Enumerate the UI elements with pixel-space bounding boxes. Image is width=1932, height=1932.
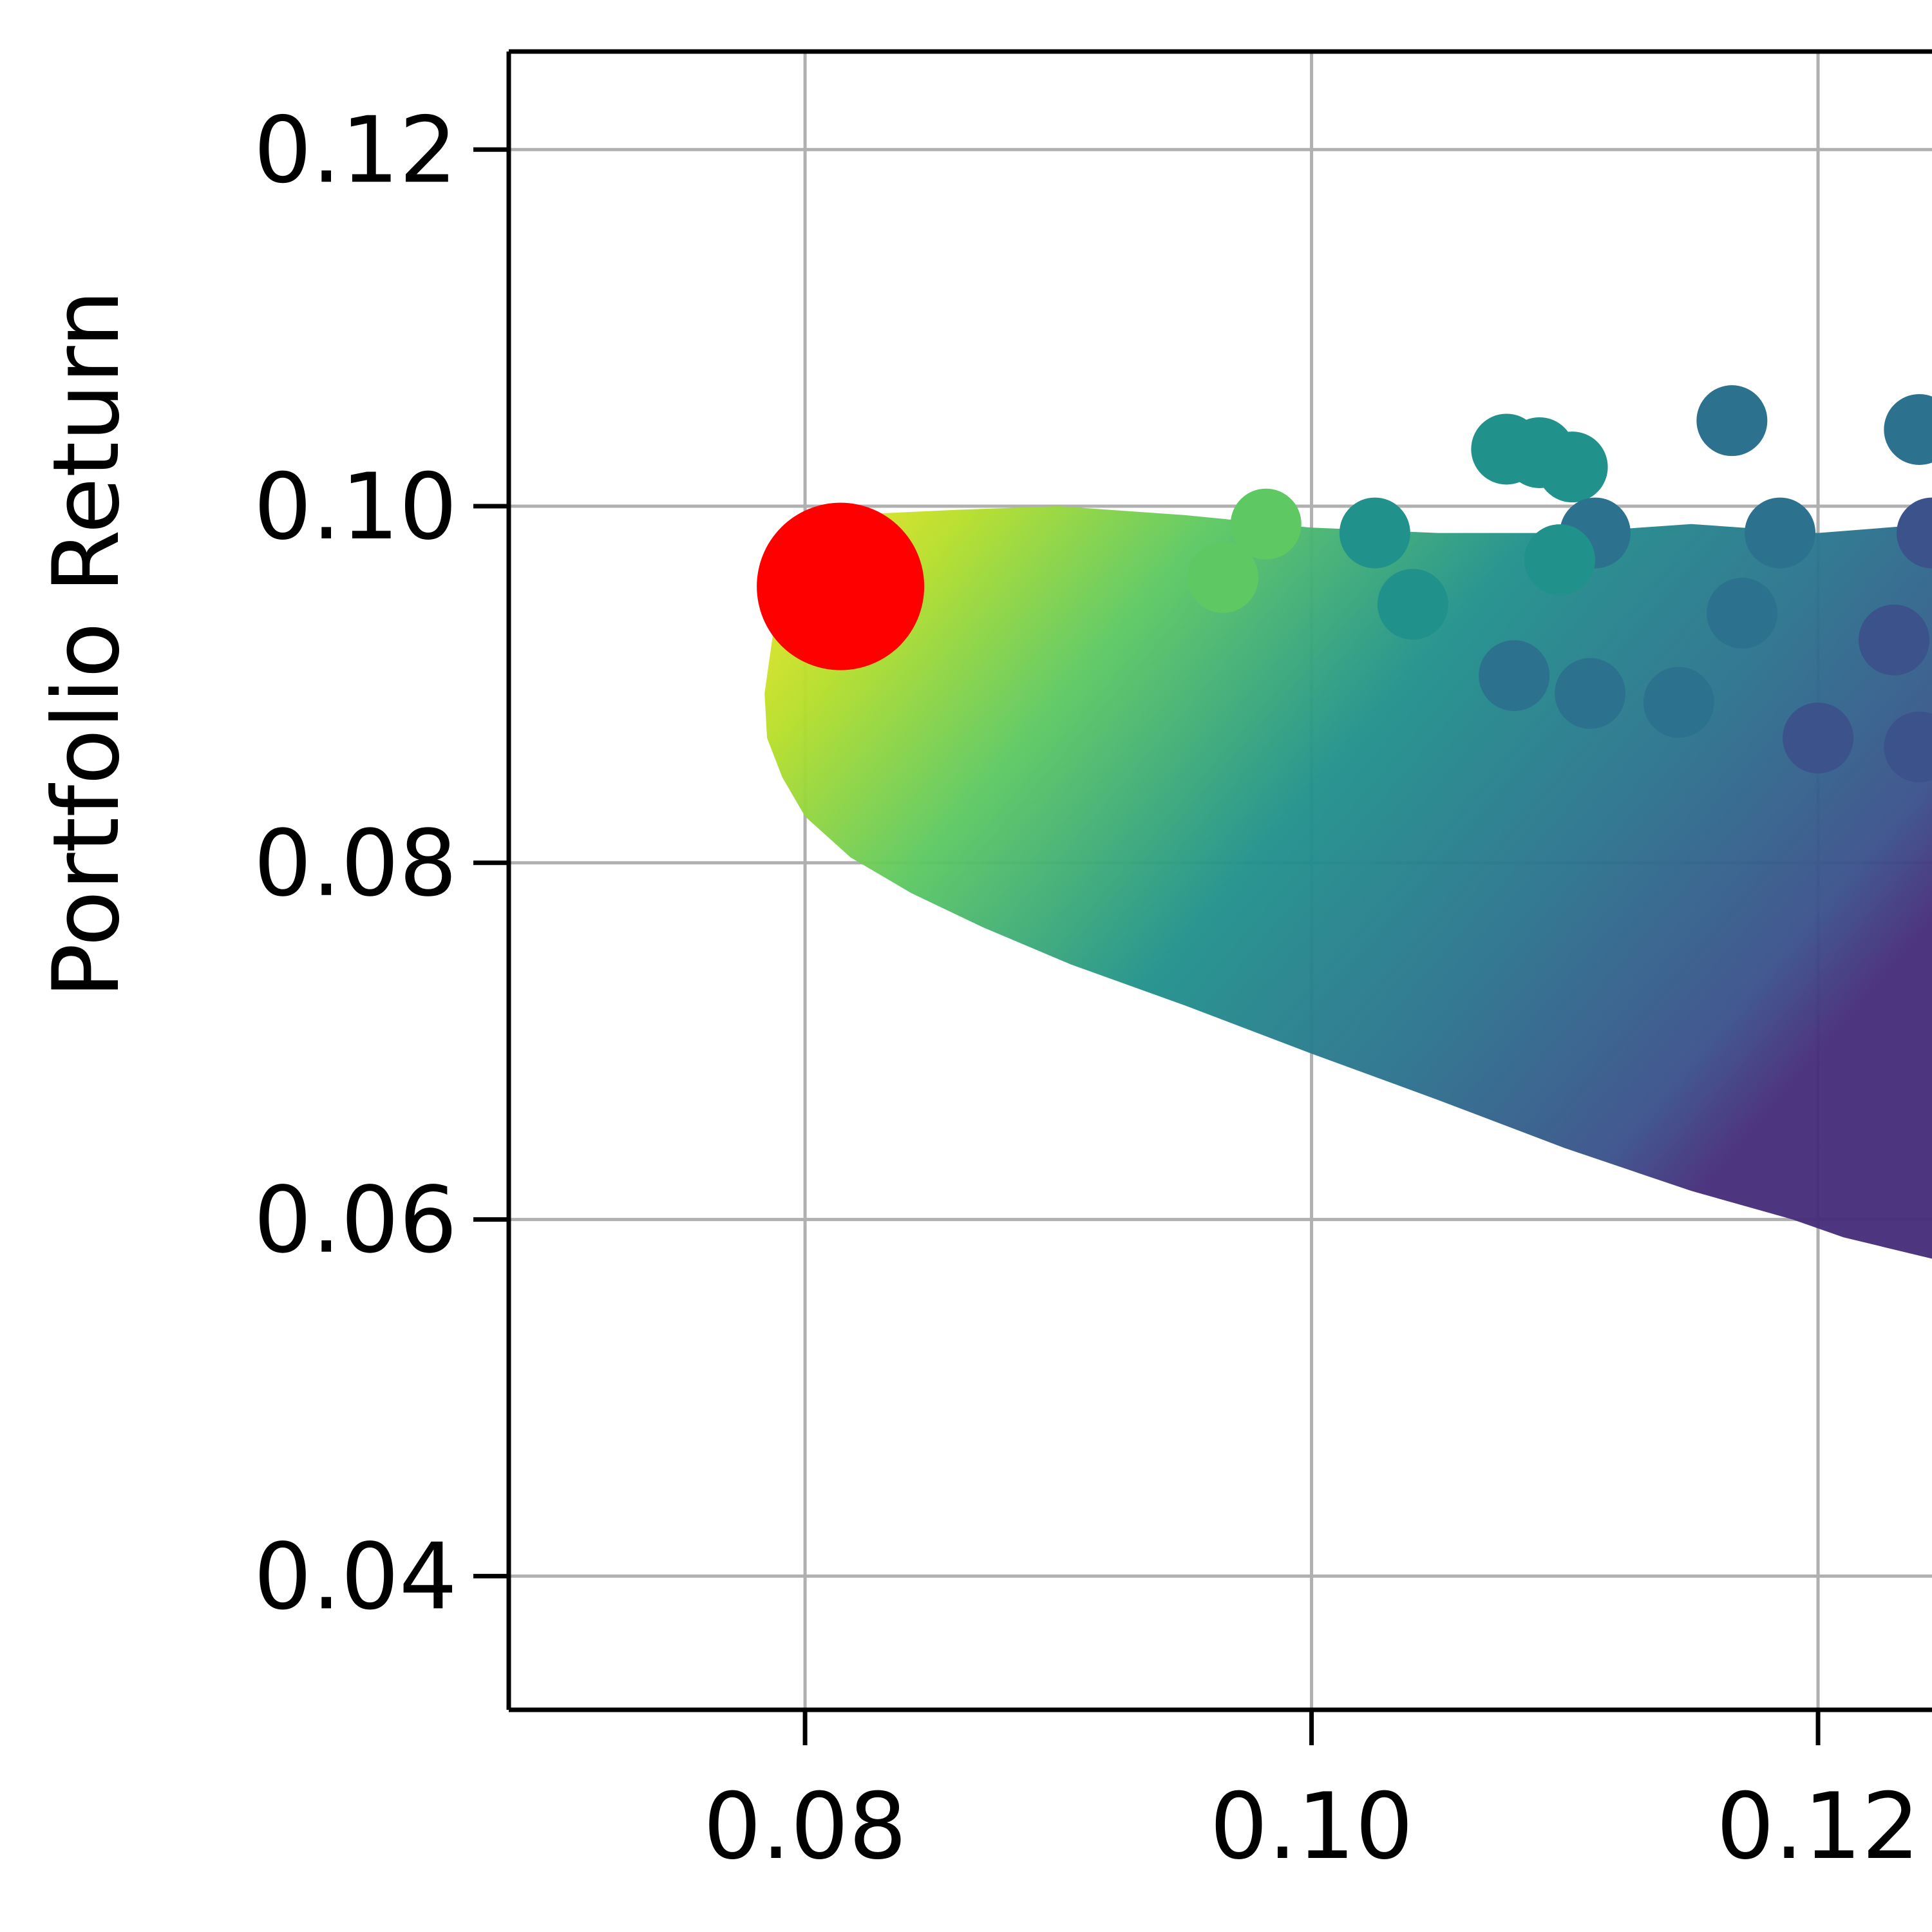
scatter-point bbox=[1745, 497, 1816, 569]
portfolio-cloud-area bbox=[764, 506, 1932, 1259]
scatter-point bbox=[1707, 578, 1778, 649]
scatter-point bbox=[1783, 702, 1854, 773]
scatter-point bbox=[1479, 640, 1550, 712]
portfolio-cloud bbox=[764, 506, 1932, 1259]
y-tick-label: 0.06 bbox=[254, 1168, 457, 1274]
scatter-point bbox=[1696, 385, 1768, 457]
y-tick-label: 0.04 bbox=[254, 1524, 457, 1630]
x-tick-label: 0.08 bbox=[703, 1774, 907, 1880]
axes-frame bbox=[506, 49, 1932, 1712]
highlight-layer bbox=[757, 502, 925, 670]
scatter-point bbox=[1555, 658, 1626, 729]
scatter-points bbox=[1187, 385, 1932, 782]
scatter-point bbox=[1187, 542, 1258, 613]
scatter-point bbox=[1884, 394, 1932, 465]
scatter-point bbox=[1897, 497, 1932, 569]
scatter-point bbox=[1859, 604, 1930, 676]
scatter-point bbox=[1537, 431, 1608, 503]
x-tick-label: 0.10 bbox=[1209, 1774, 1413, 1880]
highlight-point bbox=[757, 502, 925, 670]
scatter-point bbox=[1230, 488, 1302, 560]
scatter-point bbox=[1339, 497, 1410, 569]
y-tick-label: 0.08 bbox=[254, 811, 457, 917]
scatter-point bbox=[1643, 667, 1714, 738]
scatter-point bbox=[1377, 569, 1448, 640]
scatter-point bbox=[1884, 711, 1932, 782]
scatter-point bbox=[1524, 524, 1595, 596]
y-axis-title: Portfolio Return bbox=[33, 290, 140, 999]
y-tick-label: 0.10 bbox=[254, 454, 457, 560]
x-tick-label: 0.12 bbox=[1716, 1774, 1920, 1880]
ticks: 0.04 0.06 0.08 0.10 0.12 0.08 0.10 0.12 bbox=[254, 97, 1920, 1880]
y-tick-label: 0.12 bbox=[254, 97, 457, 204]
